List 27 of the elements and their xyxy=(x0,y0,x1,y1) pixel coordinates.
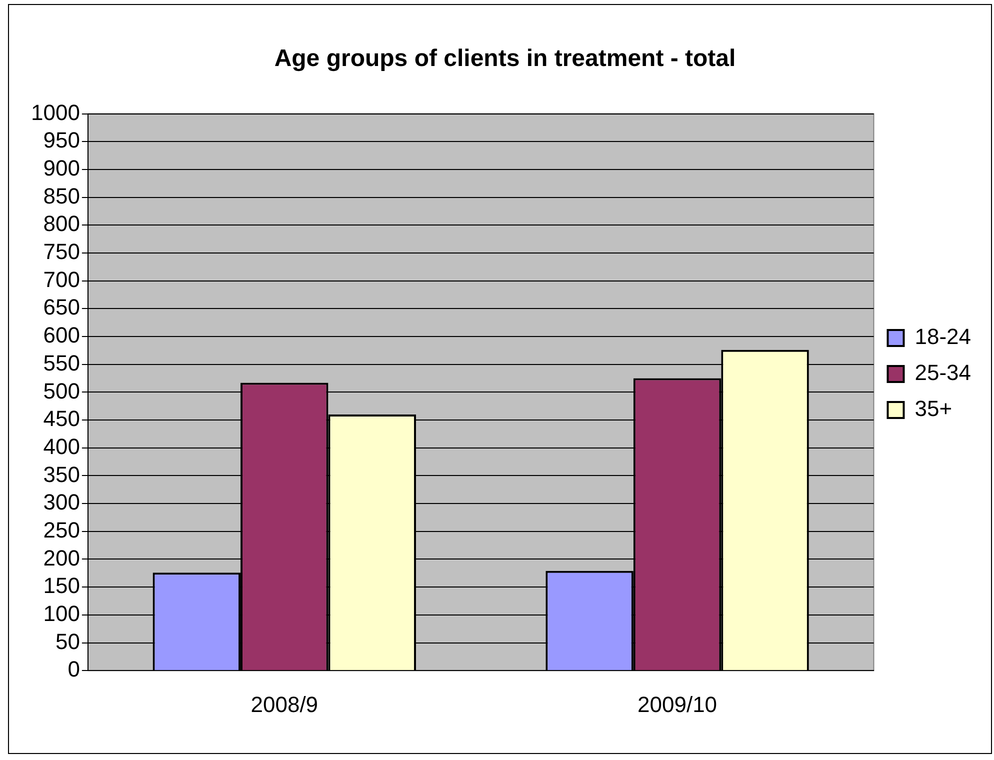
legend-label: 35+ xyxy=(914,396,952,422)
y-tick-label: 400 xyxy=(43,434,80,459)
x-tick-label: 2008/9 xyxy=(250,692,318,717)
legend-label: 18-24 xyxy=(914,324,972,350)
legend-label: 25-34 xyxy=(914,360,972,386)
y-tick-label: 0 xyxy=(68,656,80,682)
y-tick-label: 600 xyxy=(43,322,80,348)
y-tick-label: 900 xyxy=(43,156,80,181)
y-tick-label: 650 xyxy=(43,294,80,320)
chart-title: Age groups of clients in treatment - total xyxy=(274,45,736,72)
y-tick-label: 100 xyxy=(43,600,80,626)
y-tick-label: 850 xyxy=(43,183,80,208)
y-tick-label: 350 xyxy=(43,462,80,487)
y-tick-label: 450 xyxy=(43,406,80,432)
y-tick-label: 200 xyxy=(43,545,80,570)
y-tick-label: 250 xyxy=(43,517,80,542)
y-tick-label: 300 xyxy=(43,490,80,515)
y-tick-label: 550 xyxy=(43,350,80,376)
y-tick-label: 950 xyxy=(43,128,80,153)
y-tick-label: 700 xyxy=(43,266,80,292)
y-tick-label: 150 xyxy=(43,573,80,598)
y-tick-label: 1000 xyxy=(30,100,80,125)
y-tick-label: 800 xyxy=(43,211,80,236)
y-tick-label: 500 xyxy=(43,378,80,404)
y-tick-label: 50 xyxy=(55,628,80,654)
y-tick-label: 750 xyxy=(43,239,80,264)
x-tick-label: 2009/10 xyxy=(638,692,718,717)
